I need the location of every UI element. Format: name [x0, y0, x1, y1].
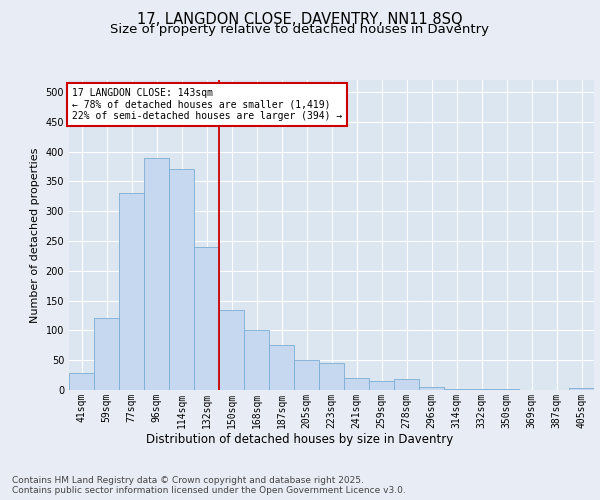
Text: Distribution of detached houses by size in Daventry: Distribution of detached houses by size …: [146, 432, 454, 446]
Bar: [469, 389, 494, 390]
Bar: [569, 388, 594, 390]
Text: Contains HM Land Registry data © Crown copyright and database right 2025.
Contai: Contains HM Land Registry data © Crown c…: [12, 476, 406, 495]
Bar: [344, 378, 369, 390]
Bar: [219, 310, 244, 390]
Text: 17 LANGDON CLOSE: 143sqm
← 78% of detached houses are smaller (1,419)
22% of sem: 17 LANGDON CLOSE: 143sqm ← 78% of detach…: [71, 88, 342, 121]
Text: 17, LANGDON CLOSE, DAVENTRY, NN11 8SQ: 17, LANGDON CLOSE, DAVENTRY, NN11 8SQ: [137, 12, 463, 28]
Bar: [244, 330, 269, 390]
Bar: [294, 360, 319, 390]
Y-axis label: Number of detached properties: Number of detached properties: [30, 148, 40, 322]
Bar: [194, 247, 219, 390]
Bar: [369, 381, 394, 390]
Bar: [319, 363, 344, 390]
Bar: [419, 387, 444, 390]
Bar: [119, 194, 144, 390]
Bar: [269, 346, 294, 390]
Bar: [444, 389, 469, 390]
Bar: [144, 158, 169, 390]
Bar: [169, 170, 194, 390]
Bar: [394, 380, 419, 390]
Bar: [69, 374, 94, 390]
Bar: [94, 318, 119, 390]
Text: Size of property relative to detached houses in Daventry: Size of property relative to detached ho…: [110, 24, 490, 36]
